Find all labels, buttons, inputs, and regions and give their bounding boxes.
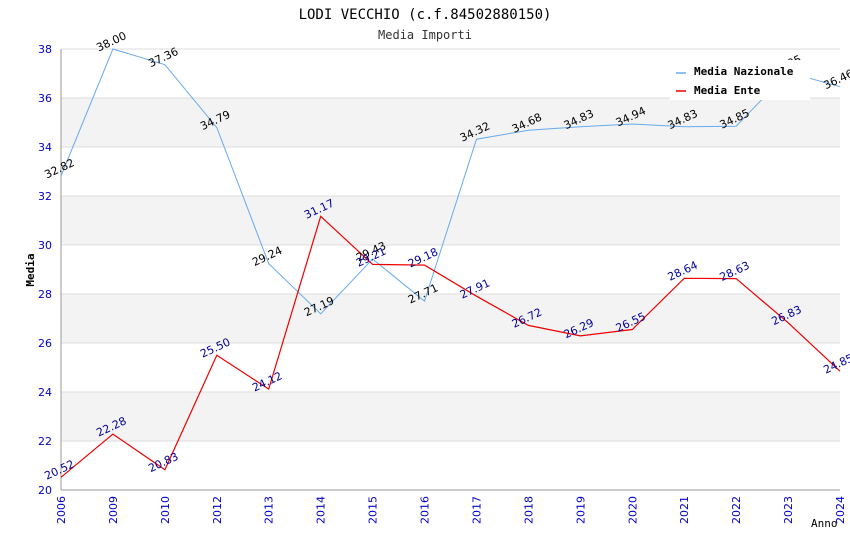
- y-axis-ticks: 20 22 24 26 28 30 32 34 36 38: [38, 43, 52, 497]
- data-label: 38.00: [94, 29, 128, 54]
- x-tick-label: 2015: [367, 496, 380, 524]
- x-tick-label: 2009: [107, 496, 120, 524]
- y-tick-label: 30: [38, 239, 52, 252]
- legend-label-media-ente: Media Ente: [694, 84, 761, 97]
- chart-title: LODI VECCHIO (c.f.84502880150): [299, 7, 552, 23]
- series-lines: [60, 48, 841, 478]
- grid-band: [61, 392, 840, 441]
- x-tick-label: 2021: [678, 496, 691, 524]
- data-label: 29.18: [406, 245, 440, 270]
- y-tick-label: 34: [38, 141, 52, 154]
- x-axis-ticks: 2006 2009 2010 2012 2013 2014 2015 2016 2017 2018…: [55, 496, 847, 524]
- y-tick-label: 22: [38, 435, 52, 448]
- legend-label-media-nazionale: Media Nazionale: [694, 65, 794, 78]
- grid-band: [61, 294, 840, 343]
- data-label: 36.46: [821, 67, 850, 92]
- x-axis-label: Anno: [811, 517, 838, 530]
- x-tick-label: 2010: [159, 496, 172, 524]
- y-tick-label: 28: [38, 288, 52, 301]
- x-tick-label: 2012: [211, 496, 224, 524]
- grid-bands: [61, 98, 840, 441]
- axes: [60, 49, 840, 491]
- data-label: 20.83: [146, 450, 180, 475]
- legend-box: [670, 60, 810, 100]
- y-tick-label: 24: [38, 386, 52, 399]
- x-tick-label: 2023: [782, 496, 795, 524]
- y-axis-label: Media: [24, 253, 37, 286]
- legend: Media Nazionale Media Ente: [670, 60, 810, 100]
- data-label: 20.52: [42, 458, 76, 483]
- data-label: 24.85: [821, 351, 850, 376]
- x-tick-label: 2017: [470, 496, 483, 524]
- x-tick-label: 2006: [55, 496, 68, 524]
- data-label: 29.24: [250, 244, 284, 269]
- x-tick-label: 2019: [574, 496, 587, 524]
- x-tick-label: 2020: [626, 496, 639, 524]
- x-tick-label: 2013: [263, 496, 276, 524]
- x-tick-label: 2018: [522, 496, 535, 524]
- chart-subtitle: Media Importi: [378, 28, 472, 42]
- data-label: 24.12: [250, 369, 284, 394]
- y-tick-label: 38: [38, 43, 52, 56]
- data-label: 32.82: [42, 156, 76, 181]
- data-label: 28.63: [718, 259, 752, 284]
- y-tick-label: 20: [38, 484, 52, 497]
- y-tick-label: 36: [38, 92, 52, 105]
- y-tick-label: 26: [38, 337, 52, 350]
- x-tick-label: 2014: [315, 496, 328, 524]
- x-tick-label: 2024: [834, 496, 847, 524]
- x-tick-label: 2016: [419, 496, 432, 524]
- series-line-media-ente: [60, 215, 841, 478]
- grid-band: [61, 98, 840, 147]
- series-line-media-nazionale: [60, 48, 841, 315]
- x-tick-label: 2022: [730, 496, 743, 524]
- y-tick-label: 32: [38, 190, 52, 203]
